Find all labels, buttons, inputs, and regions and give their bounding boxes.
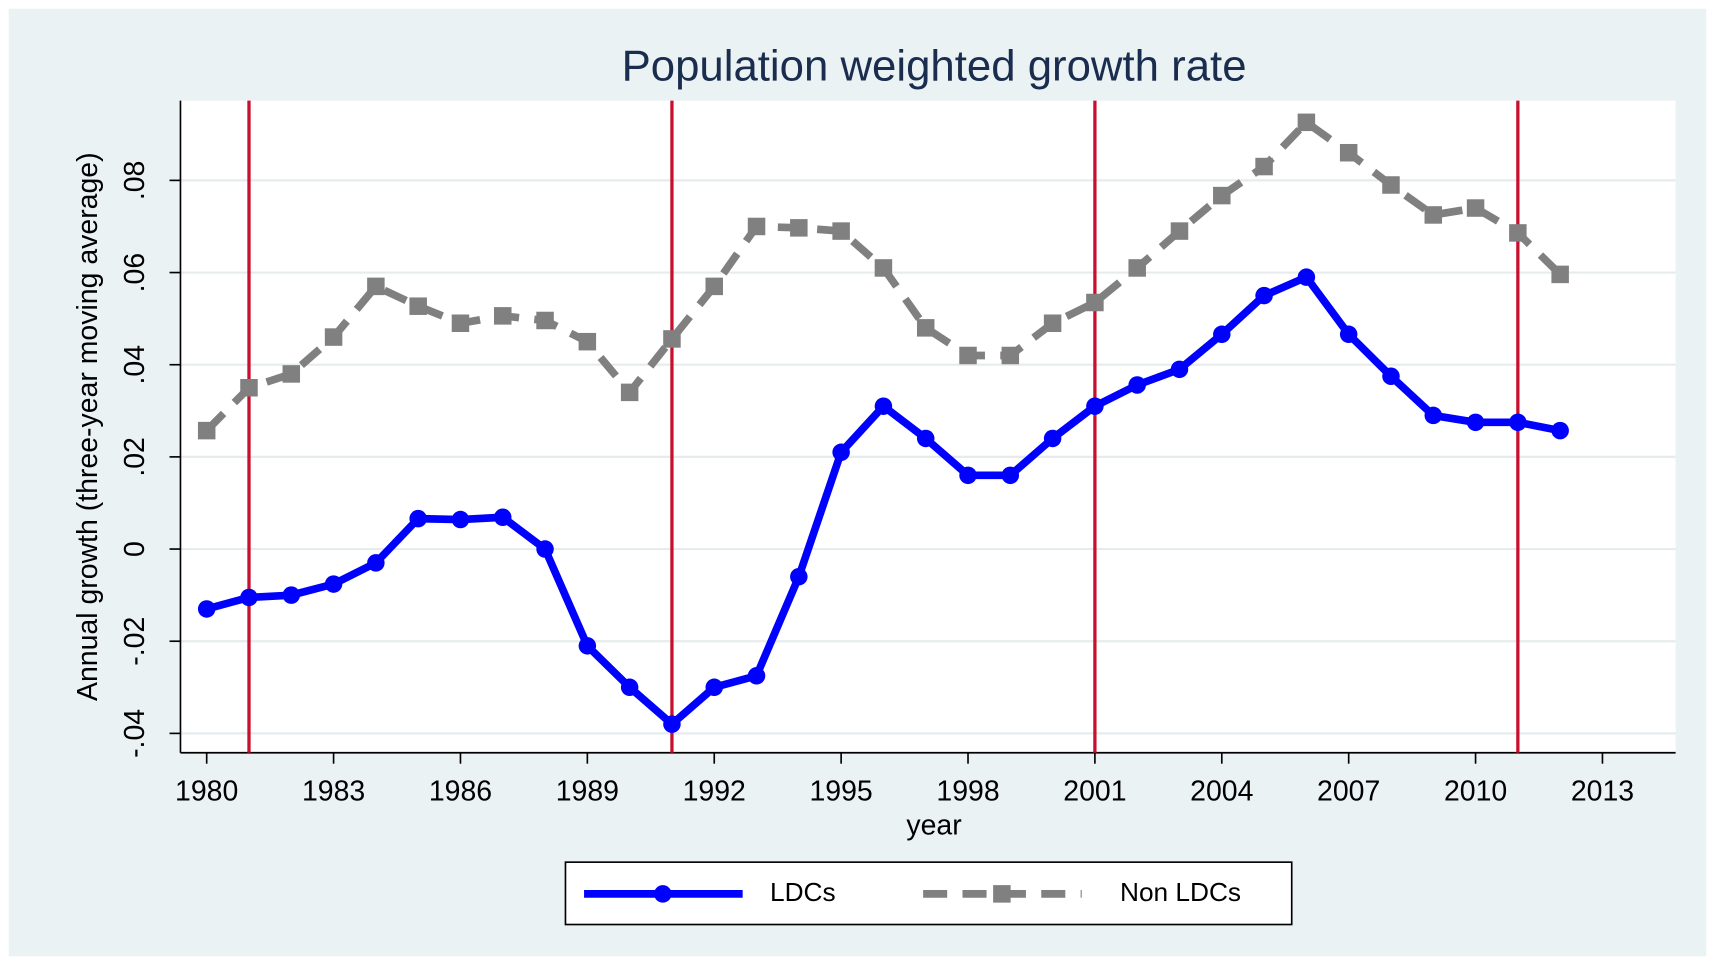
point — [536, 311, 554, 330]
x-tick-label: 1983 — [302, 776, 365, 808]
point — [240, 379, 258, 397]
point — [959, 466, 977, 485]
point — [1086, 293, 1104, 312]
point — [1001, 466, 1020, 485]
legend-marker — [654, 885, 672, 903]
y-tick-label: -.04 — [119, 709, 151, 758]
point — [1466, 413, 1485, 432]
x-tick-label: 2013 — [1571, 776, 1634, 808]
y-tick-label: .04 — [119, 345, 151, 385]
y-axis-label: Annual growth (three-year moving average… — [72, 152, 104, 701]
point — [282, 586, 301, 604]
legend-marker — [993, 885, 1011, 903]
point — [1001, 346, 1020, 365]
point — [916, 429, 935, 448]
point — [1297, 268, 1316, 286]
x-tick-label: 1989 — [556, 776, 619, 808]
point — [409, 509, 427, 528]
point — [1043, 314, 1062, 332]
point — [240, 588, 258, 607]
point — [1043, 429, 1062, 448]
chart-title: Population weighted growth rate — [622, 41, 1247, 90]
point — [747, 217, 766, 236]
point — [832, 443, 850, 462]
point — [367, 277, 385, 296]
point — [620, 678, 639, 697]
point — [367, 554, 385, 572]
point — [1551, 265, 1569, 284]
point — [1551, 421, 1569, 440]
x-tick-label: 1998 — [936, 776, 999, 808]
point — [282, 365, 301, 383]
y-tick-label: 0 — [119, 541, 151, 557]
point — [1086, 397, 1104, 415]
point — [1339, 325, 1358, 344]
point — [1128, 376, 1146, 394]
legend-label: LDCs — [770, 877, 836, 907]
point — [790, 219, 808, 237]
point — [324, 328, 343, 346]
x-tick-label: 2007 — [1317, 776, 1380, 808]
point — [1297, 113, 1316, 132]
point — [1170, 222, 1189, 240]
point — [747, 667, 766, 685]
point — [1509, 224, 1527, 242]
point — [1339, 143, 1358, 162]
y-tick-label: .02 — [119, 437, 151, 477]
point — [451, 510, 470, 529]
point — [494, 307, 512, 325]
point — [1424, 206, 1443, 224]
point — [790, 567, 808, 586]
y-tick-label: .08 — [119, 161, 151, 201]
point — [874, 259, 893, 277]
plot-bg — [180, 100, 1676, 753]
point — [578, 332, 597, 351]
point — [663, 330, 681, 348]
x-tick-label: 2010 — [1444, 776, 1507, 808]
point — [1170, 360, 1189, 379]
point — [620, 383, 639, 402]
point — [1382, 176, 1400, 194]
point — [494, 508, 512, 527]
point — [832, 222, 850, 240]
point — [1213, 325, 1231, 344]
point — [1424, 406, 1443, 425]
point — [916, 319, 935, 337]
point — [578, 637, 597, 655]
point — [197, 600, 216, 618]
x-tick-label: 1995 — [810, 776, 873, 808]
point — [197, 421, 216, 440]
point — [874, 397, 893, 415]
y-tick-label: .06 — [119, 253, 151, 293]
point — [1128, 259, 1146, 277]
point — [705, 678, 723, 697]
point — [451, 314, 470, 332]
point — [663, 715, 681, 733]
x-tick-label: 2001 — [1063, 776, 1126, 808]
point — [1509, 413, 1527, 432]
x-tick-label: 1992 — [683, 776, 746, 808]
point — [959, 346, 977, 365]
y-tick-label: -.02 — [119, 617, 151, 666]
point — [1255, 157, 1273, 176]
point — [1382, 367, 1400, 385]
point — [324, 575, 343, 593]
legend-label: Non LDCs — [1120, 877, 1241, 907]
point — [1255, 286, 1273, 305]
x-tick-label: 1980 — [175, 776, 238, 808]
point — [536, 540, 554, 558]
x-tick-label: 2004 — [1190, 776, 1253, 808]
point — [409, 297, 427, 315]
point — [1466, 199, 1485, 217]
x-axis-label: year — [906, 810, 961, 842]
point — [1213, 186, 1231, 205]
point — [705, 277, 723, 296]
x-tick-label: 1986 — [429, 776, 492, 808]
